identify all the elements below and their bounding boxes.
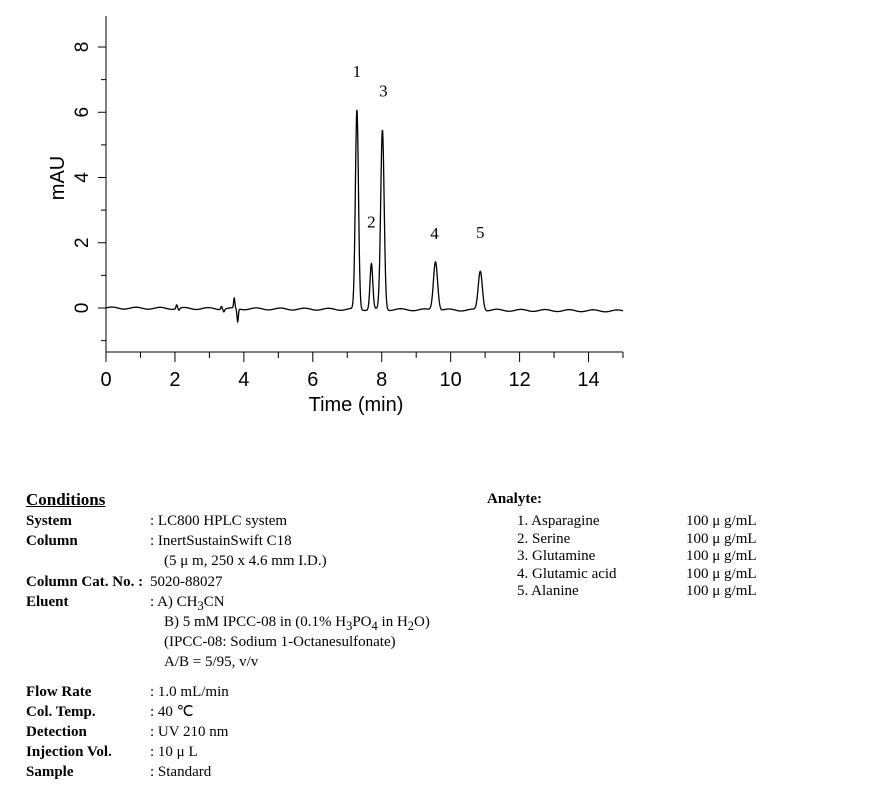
analyte-name: 1. Asparagine bbox=[517, 513, 600, 530]
conditions-title: Conditions bbox=[26, 490, 106, 509]
condition-value: : A) CH3CN bbox=[150, 593, 225, 613]
conditions-panel: Conditions System : LC800 HPLC system Colu… bbox=[26, 489, 430, 782]
condition-row: A/B = 5/95, v/v bbox=[26, 652, 258, 672]
condition-row: Col. Temp. : 40 ℃ bbox=[26, 702, 194, 722]
condition-row: Flow Rate : 1.0 mL/min bbox=[26, 682, 229, 702]
x-tick-label: 2 bbox=[169, 369, 180, 391]
x-tick-label: 10 bbox=[440, 369, 462, 391]
analyte-concentration: 100 μ g/mL bbox=[686, 582, 757, 599]
analyte-list: 1. Asparagine 100 μ g/mL 2. Serine 100 μ g/… bbox=[487, 513, 807, 600]
x-axis-label: Time (min) bbox=[309, 394, 404, 416]
condition-value: (IPCC-08: Sodium 1-Octanesulfonate) bbox=[164, 634, 396, 651]
y-tick-label: 4 bbox=[72, 172, 93, 183]
condition-key: Eluent bbox=[26, 593, 69, 610]
condition-value: : LC800 HPLC system bbox=[150, 513, 288, 529]
condition-key: Col. Temp. bbox=[26, 703, 96, 720]
x-tick-label: 8 bbox=[376, 369, 387, 391]
condition-value: : Standard bbox=[150, 764, 212, 781]
condition-key: Flow Rate bbox=[26, 683, 92, 700]
condition-value: : UV 210 nm bbox=[150, 723, 229, 740]
y-tick-label: 8 bbox=[72, 42, 93, 53]
analyte-row: 5. Alanine 100 μ g/mL bbox=[487, 583, 807, 600]
condition-value: : InertSustainSwift C18 bbox=[150, 533, 292, 550]
analyte-name: 3. Glutamine bbox=[517, 548, 596, 565]
condition-value: A/B = 5/95, v/v bbox=[164, 654, 259, 671]
condition-key: Sample bbox=[26, 764, 74, 781]
condition-row: Column Cat. No. : 5020-88027 bbox=[26, 572, 223, 592]
condition-value: (5 μ m, 250 x 4.6 mm I.D.) bbox=[164, 553, 327, 570]
condition-row: B) 5 mM IPCC-08 in (0.1% H3PO4 in H2O) bbox=[26, 612, 430, 633]
condition-key: Injection Vol. bbox=[26, 744, 112, 761]
analyte-concentration: 100 μ g/mL bbox=[686, 513, 757, 530]
y-tick-label: 6 bbox=[72, 107, 93, 118]
condition-row: Detection : UV 210 nm bbox=[26, 722, 228, 742]
analyte-concentration: 100 μ g/mL bbox=[686, 548, 757, 565]
condition-value: B) 5 mM IPCC-08 in (0.1% H3PO4 in H2O) bbox=[164, 613, 430, 633]
condition-key: Column Cat. No. : bbox=[26, 573, 144, 590]
condition-value: : 1.0 mL/min bbox=[150, 683, 229, 700]
peak-label-3: 3 bbox=[379, 82, 388, 101]
analyte-concentration: 100 μ g/mL bbox=[686, 530, 757, 547]
condition-row: Injection Vol. : 10 μ L bbox=[26, 742, 198, 762]
y-axis-label: mAU bbox=[47, 156, 69, 200]
analyte-row: 3. Glutamine 100 μ g/mL bbox=[487, 548, 807, 565]
condition-row: Eluent : A) CH3CN bbox=[26, 592, 225, 613]
peak-label-4: 4 bbox=[430, 224, 439, 243]
peak-label-2: 2 bbox=[367, 212, 376, 231]
y-tick-label: 0 bbox=[72, 303, 93, 314]
condition-row: System : LC800 HPLC system bbox=[26, 511, 287, 531]
analyte-name: 4. Glutamic acid bbox=[517, 565, 617, 582]
condition-value: 5020-88027 bbox=[150, 573, 223, 590]
analyte-row: 1. Asparagine 100 μ g/mL bbox=[487, 513, 807, 530]
x-tick-label: 0 bbox=[100, 369, 111, 391]
x-tick-label: 12 bbox=[508, 369, 530, 391]
analyte-row: 2. Serine 100 μ g/mL bbox=[487, 531, 807, 548]
condition-row: Sample : Standard bbox=[26, 762, 211, 782]
analyte-concentration: 100 μ g/mL bbox=[686, 565, 757, 582]
peak-labels: 1 2 3 4 5 bbox=[353, 62, 485, 243]
condition-value: : 40 ℃ bbox=[150, 703, 194, 720]
analyte-row: 4. Glutamic acid 100 μ g/mL bbox=[487, 566, 807, 583]
condition-row: (IPCC-08: Sodium 1-Octanesulfonate) bbox=[26, 632, 396, 652]
analyte-panel: Analyte: 1. Asparagine 100 μ g/mL 2. Serin… bbox=[487, 491, 807, 600]
condition-row: (5 μ m, 250 x 4.6 mm I.D.) bbox=[26, 551, 327, 571]
analyte-title: Analyte: bbox=[487, 491, 542, 507]
x-tick-label: 4 bbox=[238, 369, 249, 391]
x-tick-label: 14 bbox=[577, 369, 599, 391]
peak-label-1: 1 bbox=[353, 62, 362, 81]
peak-label-5: 5 bbox=[476, 223, 485, 242]
y-tick-label: 2 bbox=[72, 237, 93, 248]
chromatogram-trace bbox=[105, 109, 624, 324]
condition-key: Column bbox=[26, 533, 78, 550]
condition-key: System bbox=[26, 513, 72, 529]
analyte-name: 2. Serine bbox=[517, 530, 571, 547]
analyte-name: 5. Alanine bbox=[517, 582, 579, 599]
condition-row: Column : InertSustainSwift C18 bbox=[26, 531, 292, 551]
x-tick-label: 6 bbox=[307, 369, 318, 391]
condition-key: Detection bbox=[26, 723, 87, 740]
conditions-list: System : LC800 HPLC system Column : InertSu… bbox=[26, 511, 430, 782]
condition-value: : 10 μ L bbox=[150, 744, 198, 761]
